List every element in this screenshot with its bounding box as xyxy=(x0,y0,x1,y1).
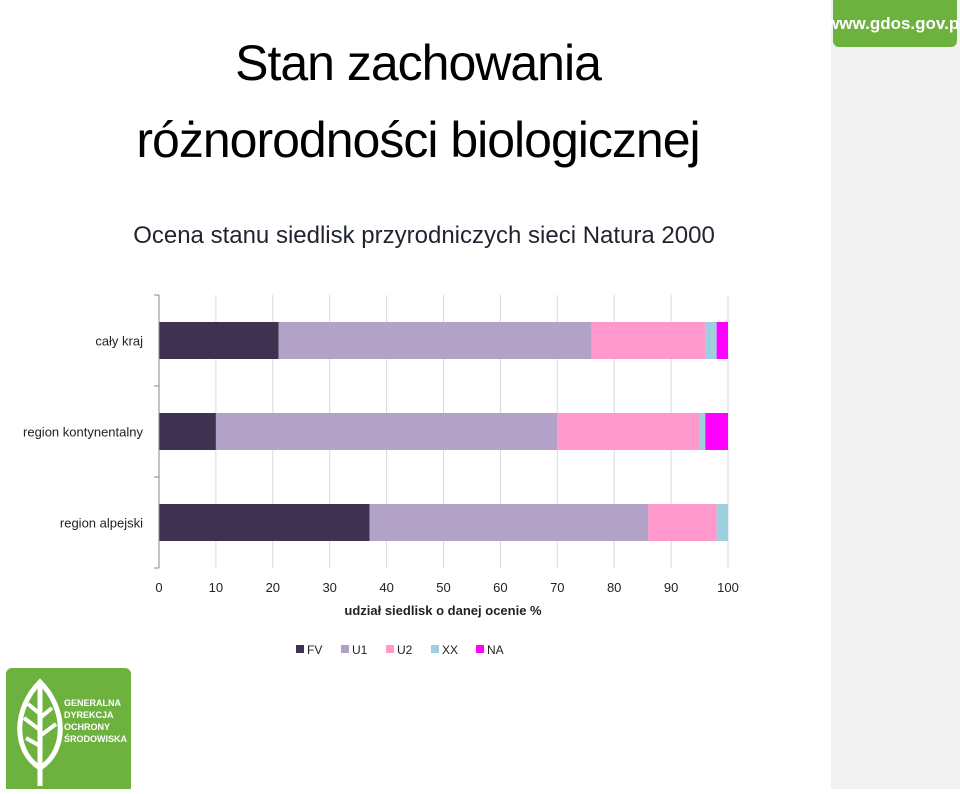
bar-u1 xyxy=(369,504,649,541)
x-axis-title: udział siedlisk o danej ocenie % xyxy=(344,603,542,618)
x-tick-label: 20 xyxy=(266,580,280,595)
bar-u2 xyxy=(557,413,700,450)
bar-xx xyxy=(716,504,728,541)
legend-swatch-u2 xyxy=(386,645,394,653)
page-title-line-1: Stan zachowania xyxy=(235,35,602,91)
category-label: cały kraj xyxy=(95,334,143,349)
x-tick-label: 0 xyxy=(155,580,162,595)
x-tick-label: 50 xyxy=(436,580,450,595)
x-tick-label: 70 xyxy=(550,580,564,595)
bar-u1 xyxy=(215,413,558,450)
category-label: region alpejski xyxy=(60,516,143,531)
leaf-icon xyxy=(17,678,63,786)
x-tick-label: 90 xyxy=(664,580,678,595)
bar-fv xyxy=(159,413,216,450)
logo-line: ŚRODOWISKA xyxy=(64,734,127,744)
logo-line: GENERALNA xyxy=(64,698,122,708)
logo-line: OCHRONY xyxy=(64,722,111,732)
legend-label: NA xyxy=(487,643,504,657)
chart-subtitle: Ocena stanu siedlisk przyrodniczych siec… xyxy=(133,222,715,249)
bar-na xyxy=(716,322,728,359)
bar-u1 xyxy=(278,322,592,359)
x-tick-label: 60 xyxy=(493,580,507,595)
legend-label: U2 xyxy=(397,643,413,657)
bar-u2 xyxy=(591,322,706,359)
x-tick-label: 80 xyxy=(607,580,621,595)
legend-label: FV xyxy=(307,643,322,657)
bar-xx xyxy=(699,413,706,450)
legend-swatch-fv xyxy=(296,645,304,653)
x-tick-label: 40 xyxy=(379,580,393,595)
category-label: region kontynentalny xyxy=(23,425,143,440)
legend-label: XX xyxy=(442,643,458,657)
bar-fv xyxy=(159,504,370,541)
logo-text: GENERALNA DYREKCJA OCHRONY ŚRODOWISKA xyxy=(64,697,130,745)
legend-swatch-na xyxy=(476,645,484,653)
bar-na xyxy=(705,413,728,450)
x-tick-label: 100 xyxy=(717,580,739,595)
bar-fv xyxy=(159,322,279,359)
x-tick-label: 10 xyxy=(209,580,223,595)
legend-label: U1 xyxy=(352,643,368,657)
bar-xx xyxy=(705,322,717,359)
gdos-logo xyxy=(6,668,131,789)
stacked-bar-chart: cały kraj region kontynentalny region alpe… xyxy=(23,294,739,657)
page-title-line-2: różnorodności biologicznej xyxy=(136,112,700,168)
legend-swatch-xx xyxy=(431,645,439,653)
bar-u2 xyxy=(648,504,717,541)
logo-line: DYREKCJA xyxy=(64,710,114,720)
right-side-strip xyxy=(831,0,960,789)
legend-swatch-u1 xyxy=(341,645,349,653)
website-url-badge[interactable]: www.gdos.gov.pl xyxy=(826,0,960,47)
x-tick-label: 30 xyxy=(322,580,336,595)
